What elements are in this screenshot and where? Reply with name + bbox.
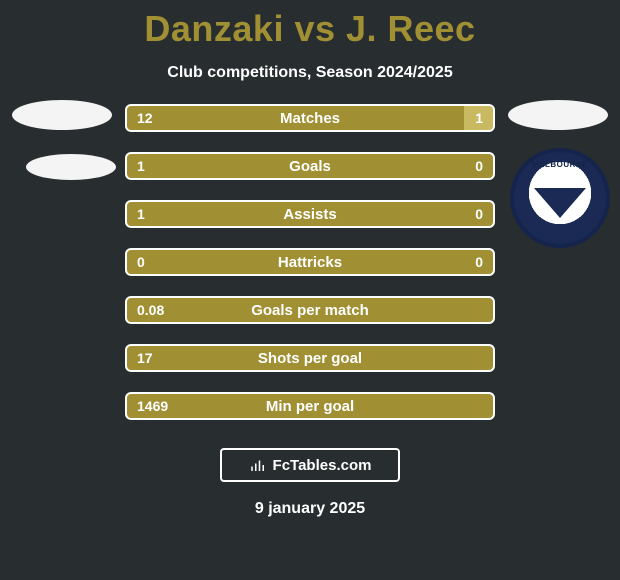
bars-icon	[249, 456, 267, 474]
stat-label: Assists	[127, 206, 493, 223]
club-name-line1: MELBOURNE	[532, 160, 588, 169]
player-left-avatar	[6, 98, 114, 206]
club-badge-icon: MELBOURNE	[510, 148, 610, 248]
stat-label: Hattricks	[127, 254, 493, 271]
footer-date: 9 january 2025	[0, 500, 620, 518]
stat-row: 12 Matches 1	[125, 104, 495, 132]
stat-row: 1469 Min per goal	[125, 392, 495, 420]
avatar-placeholder-icon	[508, 100, 608, 130]
comparison-content: MELBOURNE 12 Matches 1 1 Goals 0 1 Assis…	[0, 104, 620, 518]
stat-row: 1 Assists 0	[125, 200, 495, 228]
avatar-placeholder-icon	[26, 154, 116, 180]
avatar-placeholder-icon	[12, 100, 112, 130]
player-right-avatar: MELBOURNE	[506, 98, 614, 206]
stat-row: 1 Goals 0	[125, 152, 495, 180]
stat-bars: 12 Matches 1 1 Goals 0 1 Assists 0 0 Hat…	[125, 104, 495, 420]
stat-label: Goals per match	[127, 302, 493, 319]
chevron-down-icon	[534, 188, 586, 218]
stat-right-value: 0	[475, 158, 483, 174]
stat-label: Shots per goal	[127, 350, 493, 367]
stat-right-value: 0	[475, 206, 483, 222]
stat-right-value: 0	[475, 254, 483, 270]
page-subtitle: Club competitions, Season 2024/2025	[0, 64, 620, 82]
brand-logo: FcTables.com	[220, 448, 400, 482]
page-title: Danzaki vs J. Reec	[0, 0, 620, 50]
stat-right-value: 1	[475, 110, 483, 126]
stat-row: 17 Shots per goal	[125, 344, 495, 372]
stat-label: Matches	[127, 110, 493, 127]
stat-row: 0 Hattricks 0	[125, 248, 495, 276]
brand-text: FcTables.com	[273, 457, 372, 474]
stat-row: 0.08 Goals per match	[125, 296, 495, 324]
stat-label: Min per goal	[127, 398, 493, 415]
stat-label: Goals	[127, 158, 493, 175]
